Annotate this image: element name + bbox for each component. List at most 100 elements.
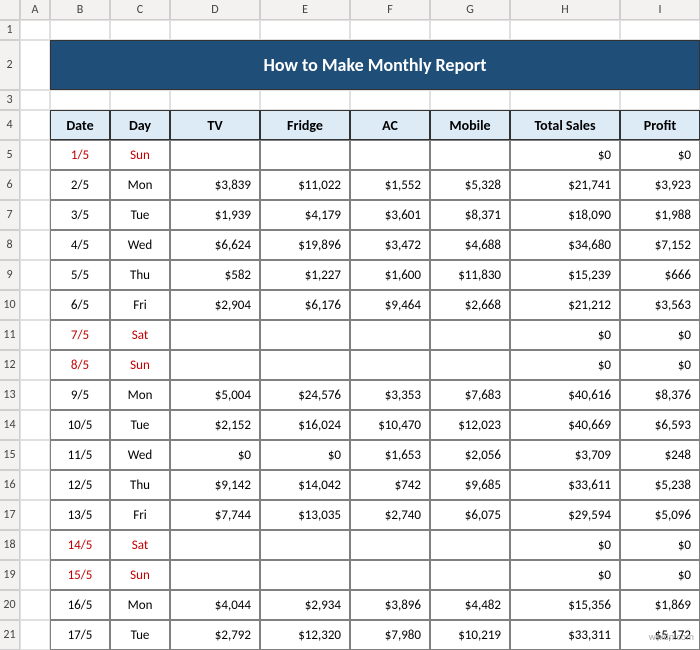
column-header-B[interactable]: B — [50, 0, 110, 20]
table-cell[interactable]: $33,611 — [510, 470, 620, 500]
table-cell[interactable]: Mon — [110, 170, 170, 200]
table-cell[interactable]: $0 — [620, 350, 700, 380]
row-header-11[interactable]: 11 — [0, 320, 20, 350]
table-cell[interactable]: $2,152 — [170, 410, 260, 440]
column-header-E[interactable]: E — [260, 0, 350, 20]
cell[interactable] — [170, 90, 260, 110]
row-header-4[interactable]: 4 — [0, 110, 20, 140]
table-cell[interactable]: $4,482 — [430, 590, 510, 620]
table-cell[interactable]: $0 — [510, 560, 620, 590]
table-cell[interactable]: $1,988 — [620, 200, 700, 230]
row-header-21[interactable]: 21 — [0, 620, 20, 650]
cell[interactable] — [620, 90, 700, 110]
table-cell[interactable]: $6,593 — [620, 410, 700, 440]
table-header-date[interactable]: Date — [50, 110, 110, 140]
column-header-A[interactable]: A — [20, 0, 50, 20]
table-cell[interactable] — [350, 560, 430, 590]
row-header-2[interactable]: 2 — [0, 40, 20, 90]
cell[interactable] — [20, 290, 50, 320]
cell[interactable] — [20, 350, 50, 380]
cell[interactable] — [20, 470, 50, 500]
table-cell[interactable]: Mon — [110, 590, 170, 620]
table-cell[interactable]: $5,328 — [430, 170, 510, 200]
table-cell[interactable]: Tue — [110, 410, 170, 440]
table-cell[interactable] — [350, 320, 430, 350]
table-cell[interactable]: $10,470 — [350, 410, 430, 440]
cell[interactable] — [510, 90, 620, 110]
cell[interactable] — [620, 20, 700, 40]
table-cell[interactable]: 11/5 — [50, 440, 110, 470]
table-cell[interactable]: Fri — [110, 500, 170, 530]
cell[interactable] — [260, 20, 350, 40]
table-cell[interactable]: Thu — [110, 470, 170, 500]
table-cell[interactable]: 14/5 — [50, 530, 110, 560]
cell[interactable] — [20, 380, 50, 410]
cell[interactable] — [170, 20, 260, 40]
table-cell[interactable]: $14,042 — [260, 470, 350, 500]
row-header-10[interactable]: 10 — [0, 290, 20, 320]
cell[interactable] — [20, 560, 50, 590]
table-cell[interactable]: $40,616 — [510, 380, 620, 410]
row-header-15[interactable]: 15 — [0, 440, 20, 470]
table-cell[interactable]: $8,371 — [430, 200, 510, 230]
table-cell[interactable] — [170, 320, 260, 350]
table-header-day[interactable]: Day — [110, 110, 170, 140]
row-header-5[interactable]: 5 — [0, 140, 20, 170]
table-cell[interactable]: $12,320 — [260, 620, 350, 650]
table-cell[interactable]: $742 — [350, 470, 430, 500]
column-header-D[interactable]: D — [170, 0, 260, 20]
table-cell[interactable] — [350, 140, 430, 170]
table-cell[interactable] — [430, 350, 510, 380]
table-cell[interactable]: $21,741 — [510, 170, 620, 200]
table-cell[interactable]: $0 — [260, 440, 350, 470]
cell[interactable] — [430, 20, 510, 40]
table-cell[interactable]: Sun — [110, 140, 170, 170]
cell[interactable] — [20, 170, 50, 200]
table-cell[interactable] — [430, 530, 510, 560]
table-cell[interactable]: $11,022 — [260, 170, 350, 200]
table-cell[interactable]: $33,311 — [510, 620, 620, 650]
table-cell[interactable]: $9,685 — [430, 470, 510, 500]
table-cell[interactable]: 9/5 — [50, 380, 110, 410]
table-cell[interactable]: $6,075 — [430, 500, 510, 530]
table-cell[interactable]: $1,869 — [620, 590, 700, 620]
table-cell[interactable]: $21,212 — [510, 290, 620, 320]
select-all-corner[interactable] — [0, 0, 20, 20]
table-cell[interactable]: $2,056 — [430, 440, 510, 470]
table-cell[interactable]: Fri — [110, 290, 170, 320]
table-cell[interactable]: $2,668 — [430, 290, 510, 320]
table-cell[interactable]: Sat — [110, 530, 170, 560]
table-cell[interactable]: $1,552 — [350, 170, 430, 200]
row-header-6[interactable]: 6 — [0, 170, 20, 200]
table-cell[interactable] — [170, 140, 260, 170]
table-cell[interactable] — [260, 560, 350, 590]
table-cell[interactable]: $248 — [620, 440, 700, 470]
table-cell[interactable] — [260, 350, 350, 380]
row-header-8[interactable]: 8 — [0, 230, 20, 260]
table-cell[interactable]: $0 — [620, 320, 700, 350]
cell[interactable] — [20, 500, 50, 530]
table-cell[interactable]: $5,004 — [170, 380, 260, 410]
table-cell[interactable]: 12/5 — [50, 470, 110, 500]
table-cell[interactable]: $0 — [170, 440, 260, 470]
table-cell[interactable]: 2/5 — [50, 170, 110, 200]
table-cell[interactable]: $2,904 — [170, 290, 260, 320]
table-cell[interactable]: $12,023 — [430, 410, 510, 440]
table-cell[interactable]: $3,923 — [620, 170, 700, 200]
table-cell[interactable]: 1/5 — [50, 140, 110, 170]
cell[interactable] — [20, 90, 50, 110]
cell[interactable] — [20, 200, 50, 230]
table-cell[interactable]: $1,227 — [260, 260, 350, 290]
table-header-profit[interactable]: Profit — [620, 110, 700, 140]
table-cell[interactable]: $3,353 — [350, 380, 430, 410]
table-header-mobile[interactable]: Mobile — [430, 110, 510, 140]
row-header-20[interactable]: 20 — [0, 590, 20, 620]
table-cell[interactable] — [260, 530, 350, 560]
table-cell[interactable]: $0 — [620, 560, 700, 590]
cell[interactable] — [20, 230, 50, 260]
table-cell[interactable] — [430, 560, 510, 590]
cell[interactable] — [20, 440, 50, 470]
table-cell[interactable]: $0 — [620, 530, 700, 560]
table-cell[interactable]: $6,176 — [260, 290, 350, 320]
column-header-F[interactable]: F — [350, 0, 430, 20]
